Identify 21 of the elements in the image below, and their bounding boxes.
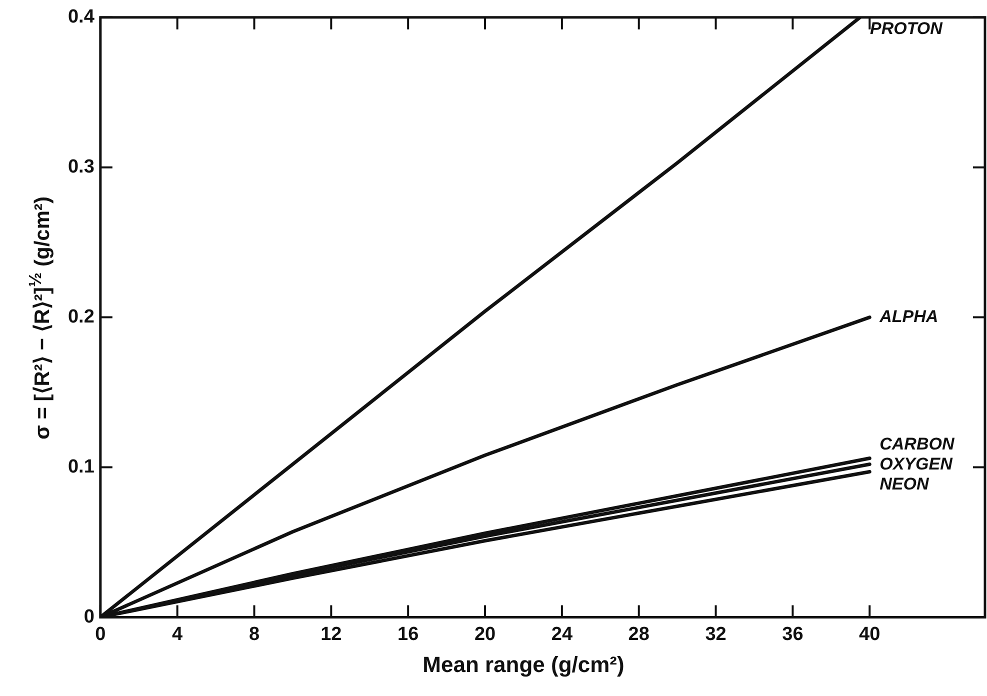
- x-tick-label: 24: [551, 624, 573, 645]
- series-label: NEON: [880, 474, 930, 494]
- x-axis-title: Mean range (g/cm²): [422, 652, 626, 678]
- y-tick-label: 0.4: [68, 6, 95, 28]
- y-tick-label: 0.2: [68, 306, 94, 328]
- legend-label: OXYGEN: [880, 454, 954, 474]
- x-tick-label: 32: [705, 624, 726, 645]
- y-tick-label: 0: [84, 606, 94, 628]
- legend-label: ALPHA: [878, 306, 938, 326]
- legend-label: PROTON: [870, 19, 944, 38]
- x-tick-label: 20: [474, 624, 496, 645]
- x-tick-label: 40: [859, 624, 880, 645]
- x-tick-label: 12: [320, 624, 342, 645]
- x-tick-label: 28: [628, 624, 650, 645]
- y-tick-label: 0.1: [68, 456, 95, 478]
- x-tick-label: 4: [172, 624, 184, 645]
- x-tick-label: 16: [398, 624, 419, 645]
- x-tick-label: 8: [248, 624, 260, 645]
- y-tick-label: 0.3: [68, 156, 94, 178]
- x-tick-label: 36: [782, 624, 804, 645]
- series-label: CARBON: [880, 434, 955, 454]
